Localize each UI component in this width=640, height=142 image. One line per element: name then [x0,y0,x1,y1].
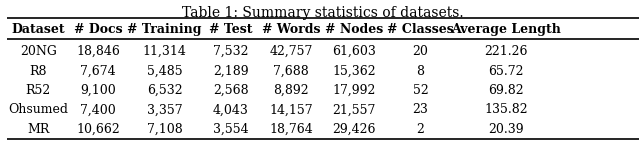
Text: R8: R8 [29,64,47,78]
Text: 52: 52 [413,84,428,97]
Text: 5,485: 5,485 [147,64,182,78]
Text: 15,362: 15,362 [332,64,376,78]
Text: 2: 2 [417,123,424,136]
Text: 135.82: 135.82 [484,104,528,116]
Text: 7,108: 7,108 [147,123,182,136]
Text: 3,357: 3,357 [147,104,182,116]
Text: 2,189: 2,189 [213,64,249,78]
Text: 18,764: 18,764 [269,123,313,136]
Text: 7,532: 7,532 [213,45,249,58]
Text: # Classes: # Classes [387,23,454,36]
Text: # Training: # Training [127,23,202,36]
Text: 4,043: 4,043 [213,104,249,116]
Text: 17,992: 17,992 [333,84,376,97]
Text: 20: 20 [413,45,429,58]
Text: # Docs: # Docs [74,23,122,36]
Text: 69.82: 69.82 [488,84,524,97]
Text: 18,846: 18,846 [76,45,120,58]
Text: 7,688: 7,688 [273,64,309,78]
Text: 14,157: 14,157 [269,104,313,116]
Text: Dataset: Dataset [12,23,65,36]
Text: # Nodes: # Nodes [325,23,383,36]
Text: R52: R52 [26,84,51,97]
Text: 221.26: 221.26 [484,45,527,58]
Text: 2,568: 2,568 [213,84,249,97]
Text: MR: MR [27,123,49,136]
Text: Average Length: Average Length [451,23,561,36]
Text: 20.39: 20.39 [488,123,524,136]
Text: 3,554: 3,554 [213,123,249,136]
Text: # Words: # Words [262,23,320,36]
Text: 20NG: 20NG [20,45,56,58]
Text: 11,314: 11,314 [143,45,186,58]
Text: # Test: # Test [209,23,253,36]
Text: Table 1: Summary statistics of datasets.: Table 1: Summary statistics of datasets. [182,6,463,20]
Text: 8,892: 8,892 [273,84,309,97]
Text: 7,674: 7,674 [81,64,116,78]
Text: 65.72: 65.72 [488,64,524,78]
Text: 21,557: 21,557 [333,104,376,116]
Text: 9,100: 9,100 [81,84,116,97]
Text: 6,532: 6,532 [147,84,182,97]
Text: 10,662: 10,662 [76,123,120,136]
Text: Ohsumed: Ohsumed [8,104,68,116]
Text: 7,400: 7,400 [81,104,116,116]
Text: 23: 23 [413,104,429,116]
Text: 42,757: 42,757 [269,45,313,58]
Text: 8: 8 [417,64,424,78]
Text: 61,603: 61,603 [332,45,376,58]
Text: 29,426: 29,426 [332,123,376,136]
